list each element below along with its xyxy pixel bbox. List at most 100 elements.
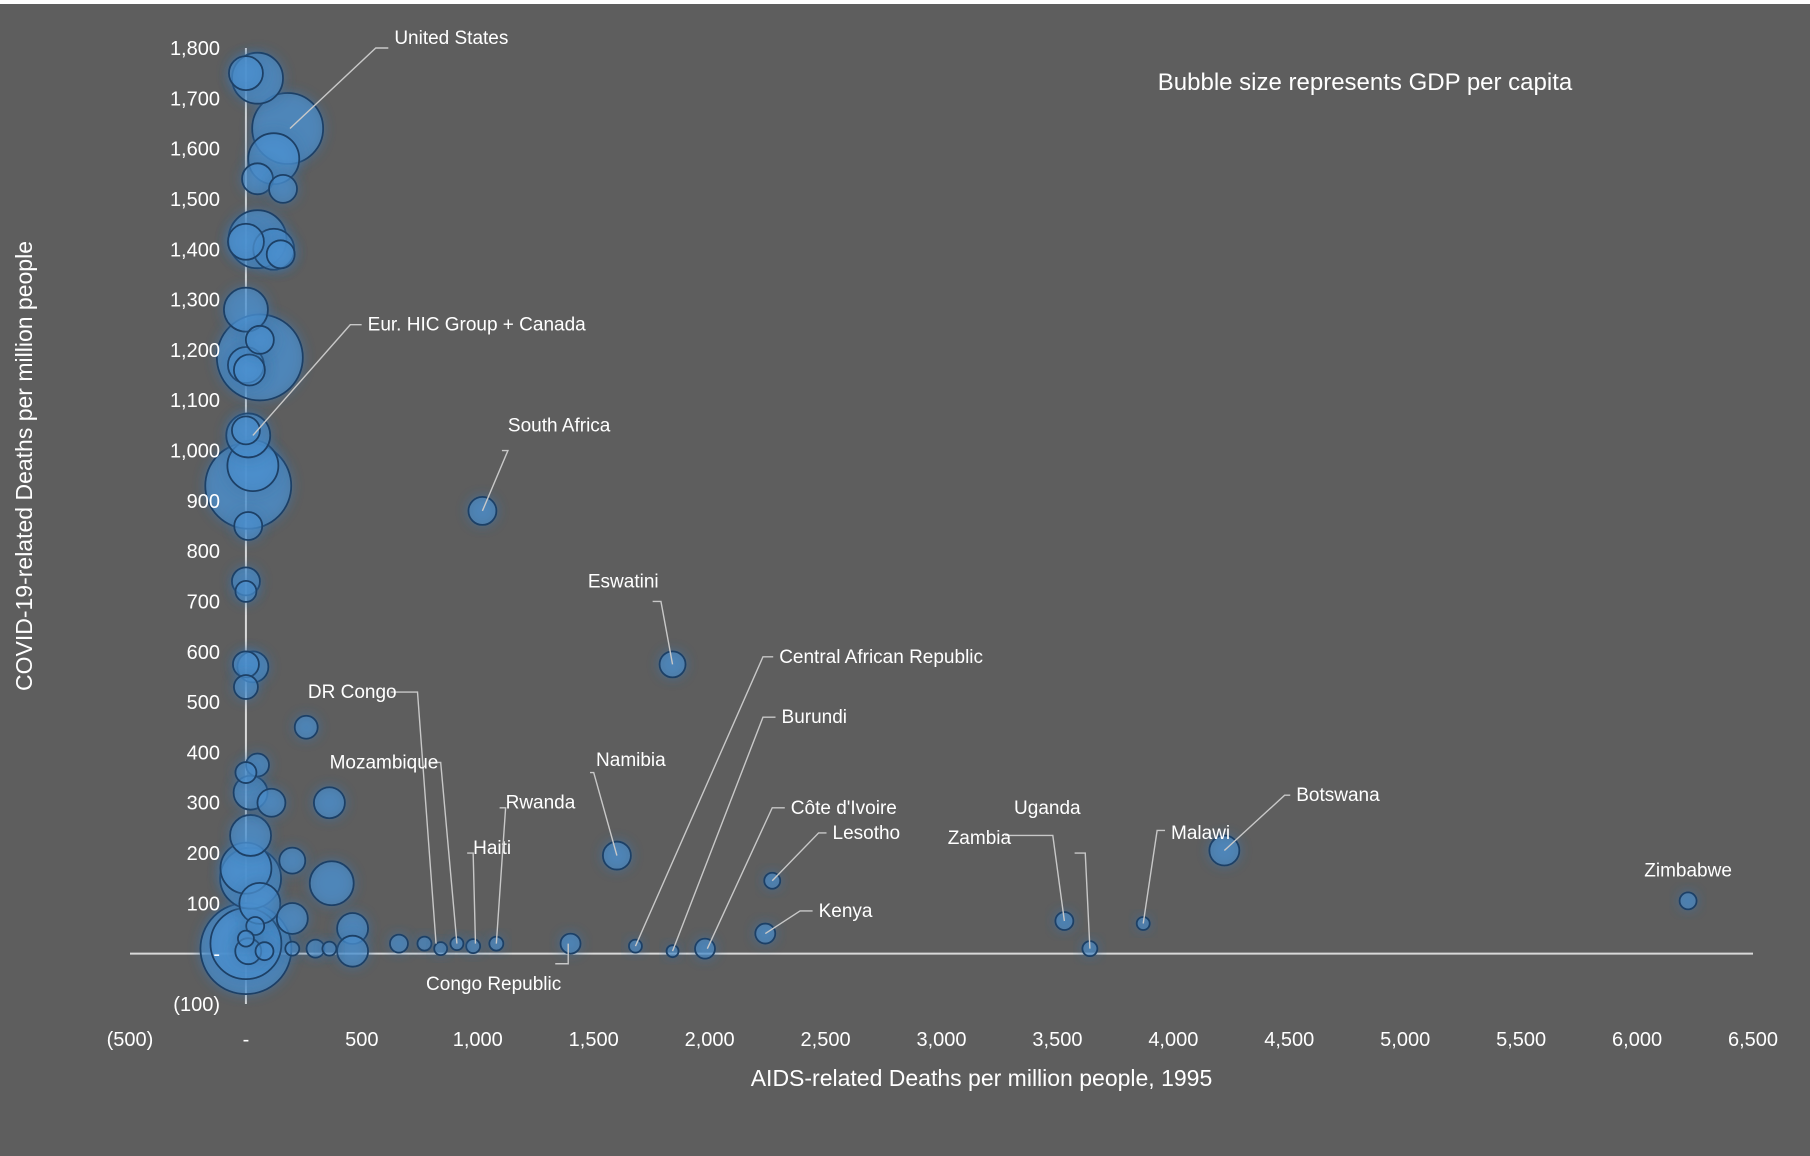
callout-line-uganda xyxy=(1074,852,1091,949)
bubble xyxy=(284,940,301,957)
bubble xyxy=(245,916,266,936)
callout-line-kenya xyxy=(764,910,813,935)
bubble xyxy=(233,674,259,700)
bubble xyxy=(227,222,265,261)
y-tick-label: 300 xyxy=(187,793,220,815)
data-label-south-africa: South Africa xyxy=(508,415,611,436)
bubble xyxy=(308,860,355,907)
data-label-central-african-republic: Central African Republic xyxy=(779,647,983,668)
bubbles xyxy=(199,51,1698,996)
callout-line-south-africa xyxy=(481,449,509,512)
callout-line-united-states xyxy=(289,47,389,130)
x-tick-label: (500) xyxy=(107,1029,154,1051)
x-tick-label: 6,500 xyxy=(1728,1029,1778,1051)
bubble xyxy=(268,173,298,204)
x-tick-label: 3,500 xyxy=(1032,1029,1082,1051)
bubble xyxy=(231,415,261,446)
x-axis-title: AIDS-related Deaths per million people, … xyxy=(751,1065,1213,1091)
bubble xyxy=(233,511,264,541)
y-tick-label: 1,800 xyxy=(170,38,220,60)
data-label-zambia: Zambia xyxy=(948,828,1012,849)
tick-labels: (500) - 500 1,000 1,500 2,000 2,500 3,000 3,500 4… xyxy=(107,38,1778,1051)
y-tick-label: (100) xyxy=(173,994,220,1016)
bubble xyxy=(223,286,269,333)
data-label-lesotho: Lesotho xyxy=(833,823,901,844)
callout-line-botswana xyxy=(1223,794,1291,852)
bubble xyxy=(244,324,275,355)
callout-line-rwanda xyxy=(495,807,507,944)
callout-line-lesotho xyxy=(771,832,827,882)
callout-line-namibia xyxy=(590,771,618,856)
bubble xyxy=(234,761,258,784)
callout-line-congo-republic xyxy=(555,943,569,965)
x-tick-label: 4,000 xyxy=(1148,1029,1198,1051)
callout-line-c-te-d-ivoire xyxy=(706,807,785,949)
bubble xyxy=(228,55,264,92)
bubble-congo-republic xyxy=(559,932,582,955)
data-label-united-states: United States xyxy=(394,28,508,49)
bubble xyxy=(254,941,275,962)
y-tick-label: 1,000 xyxy=(170,441,220,463)
y-tick-label: 1,200 xyxy=(170,340,220,362)
axes xyxy=(130,48,1753,1004)
y-tick-label: 400 xyxy=(187,742,220,764)
bubble xyxy=(278,846,307,875)
bubble xyxy=(293,714,319,740)
data-label-haiti: Haiti xyxy=(473,838,511,859)
y-tick-label: 1,600 xyxy=(170,139,220,161)
y-tick-label: 700 xyxy=(187,591,220,613)
bubble-c-te-d-ivoire xyxy=(694,937,716,960)
bubble xyxy=(321,940,338,957)
bubble xyxy=(237,929,255,948)
y-tick-label: 1,700 xyxy=(170,88,220,110)
data-label-uganda: Uganda xyxy=(1014,798,1081,819)
bubble xyxy=(265,239,296,270)
bubble xyxy=(234,580,258,603)
chart-area: United States Eur. HIC Group + Canada Sout… xyxy=(0,4,1810,1156)
y-axis-title: COVID-19-related Deaths per million peop… xyxy=(11,241,37,691)
y-tick-label: 1,100 xyxy=(170,390,220,412)
callout-line-zambia xyxy=(1005,834,1066,922)
data-label-burundi: Burundi xyxy=(782,707,848,728)
bubble xyxy=(233,353,266,387)
bubble-haiti xyxy=(465,938,482,955)
callout-line-malawi xyxy=(1142,829,1166,924)
data-label-dr-congo: DR Congo xyxy=(308,682,397,703)
callouts: United States Eur. HIC Group + Canada Sout… xyxy=(252,28,1732,995)
bubble xyxy=(275,902,309,935)
bubble xyxy=(336,934,369,968)
x-tick-label: 3,000 xyxy=(916,1029,966,1051)
y-tick-label: 1,500 xyxy=(170,189,220,211)
x-tick-label: 2,500 xyxy=(801,1029,851,1051)
bubble-size-note: Bubble size represents GDP per capita xyxy=(1158,69,1573,96)
x-tick-label: - xyxy=(243,1029,250,1051)
bubble xyxy=(433,941,449,957)
callout-line-central-african-republic xyxy=(634,656,774,947)
bubble xyxy=(256,787,287,818)
x-tick-label: 1,000 xyxy=(453,1029,503,1051)
data-label-namibia: Namibia xyxy=(596,750,666,771)
data-label-congo-republic: Congo Republic xyxy=(426,974,561,995)
bubble-zimbabwe xyxy=(1678,891,1698,911)
data-label-eur-hic-group-canada: Eur. HIC Group + Canada xyxy=(368,315,587,336)
x-tick-label: 500 xyxy=(345,1029,378,1051)
data-label-zimbabwe: Zimbabwe xyxy=(1644,861,1732,882)
bubble xyxy=(389,933,409,954)
y-tick-label: 900 xyxy=(187,491,220,513)
data-label-rwanda: Rwanda xyxy=(506,793,576,814)
callout-line-eswatini xyxy=(652,600,674,665)
callout-line-dr-congo xyxy=(390,691,437,944)
bubble xyxy=(229,814,272,857)
y-tick-label: 500 xyxy=(187,692,220,714)
y-tick-label: 800 xyxy=(187,541,220,563)
callout-line-burundi xyxy=(671,716,776,952)
y-tick-label: 1,300 xyxy=(170,290,220,312)
y-tick-label: 200 xyxy=(187,843,220,865)
data-label-eswatini: Eswatini xyxy=(588,571,659,592)
x-tick-label: 2,000 xyxy=(685,1029,735,1051)
y-tick-label: 1,400 xyxy=(170,239,220,261)
bubble-dr-congo xyxy=(416,935,433,952)
y-tick-label: - xyxy=(213,944,220,966)
y-tick-label: 100 xyxy=(187,893,220,915)
x-tick-label: 4,500 xyxy=(1264,1029,1314,1051)
